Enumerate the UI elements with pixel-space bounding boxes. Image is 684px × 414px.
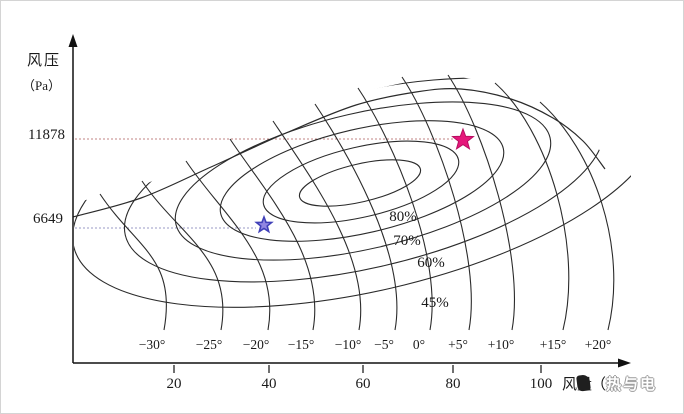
blade-angle-curve-−10°	[272, 120, 362, 331]
x-tick-label-80: 80	[446, 376, 461, 392]
efficiency-label-60%: 60%	[417, 255, 445, 271]
blade-angle-curve-−15°	[229, 138, 316, 331]
watermark-text: 热与电	[606, 376, 658, 393]
efficiency-contour-inner-0	[298, 159, 422, 207]
blade-angle-label-−30°: −30°	[139, 337, 166, 352]
blade-angle-curve-+15°	[494, 82, 570, 331]
blade-angle-label-−10°: −10°	[335, 337, 362, 352]
blade-angle-curve-−5°	[314, 103, 398, 331]
pressure-value-6649: 6649	[33, 211, 63, 227]
y-axis-arrow	[68, 34, 78, 47]
efficiency-label-80%: 80%	[389, 209, 417, 225]
blade-angle-curve-−30°	[99, 193, 167, 331]
blade-angle-label-−15°: −15°	[288, 337, 315, 352]
star-marker-pink	[451, 127, 475, 151]
x-tick-label-100: 100	[530, 376, 553, 392]
efficiency-contours	[74, 77, 631, 308]
x-tick-label-40: 40	[262, 376, 277, 392]
x-axis-arrow	[618, 358, 631, 368]
pressure-value-11878: 11878	[28, 127, 65, 143]
blade-angle-label-−20°: −20°	[243, 337, 270, 352]
blade-angle-curve-0°	[357, 87, 433, 331]
efficiency-label-70%: 70%	[393, 233, 421, 249]
efficiency-contour-inner-1	[262, 140, 460, 224]
x-axis-label-paren: （	[591, 376, 607, 393]
blade-angle-curve-−20°	[185, 160, 271, 331]
y-axis-title: 风压	[27, 53, 62, 69]
efficiency-label-45%: 45%	[421, 295, 449, 311]
blade-angle-label-+15°: +15°	[540, 337, 567, 352]
blade-angle-label-−25°: −25°	[196, 337, 223, 352]
y-axis-unit: （Pa）	[22, 78, 62, 93]
blade-angle-curve-−25°	[141, 180, 224, 331]
blade-angle-label-+10°: +10°	[488, 337, 515, 352]
blade-angle-label-0°: 0°	[413, 337, 425, 352]
star-marker-blue	[254, 214, 274, 234]
efficiency-contour-45%	[74, 77, 631, 308]
x-tick-label-60: 60	[356, 376, 371, 392]
blade-angle-curve-+5°	[401, 76, 472, 331]
envelope-curve	[72, 87, 606, 218]
blade-angle-curve-+10°	[447, 74, 515, 331]
efficiency-contour-70%	[174, 101, 552, 261]
blade-angle-label-−5°: −5°	[374, 337, 394, 352]
x-axis-label-cluster: 风量 （ 热与电	[562, 372, 657, 394]
blade-angle-label-+5°: +5°	[448, 337, 468, 352]
x-tick-label-20: 20	[167, 376, 182, 392]
blade-angle-label-+20°: +20°	[585, 337, 612, 352]
blade-angle-curve-+20°	[539, 101, 615, 331]
efficiency-contour-80%	[219, 120, 505, 242]
